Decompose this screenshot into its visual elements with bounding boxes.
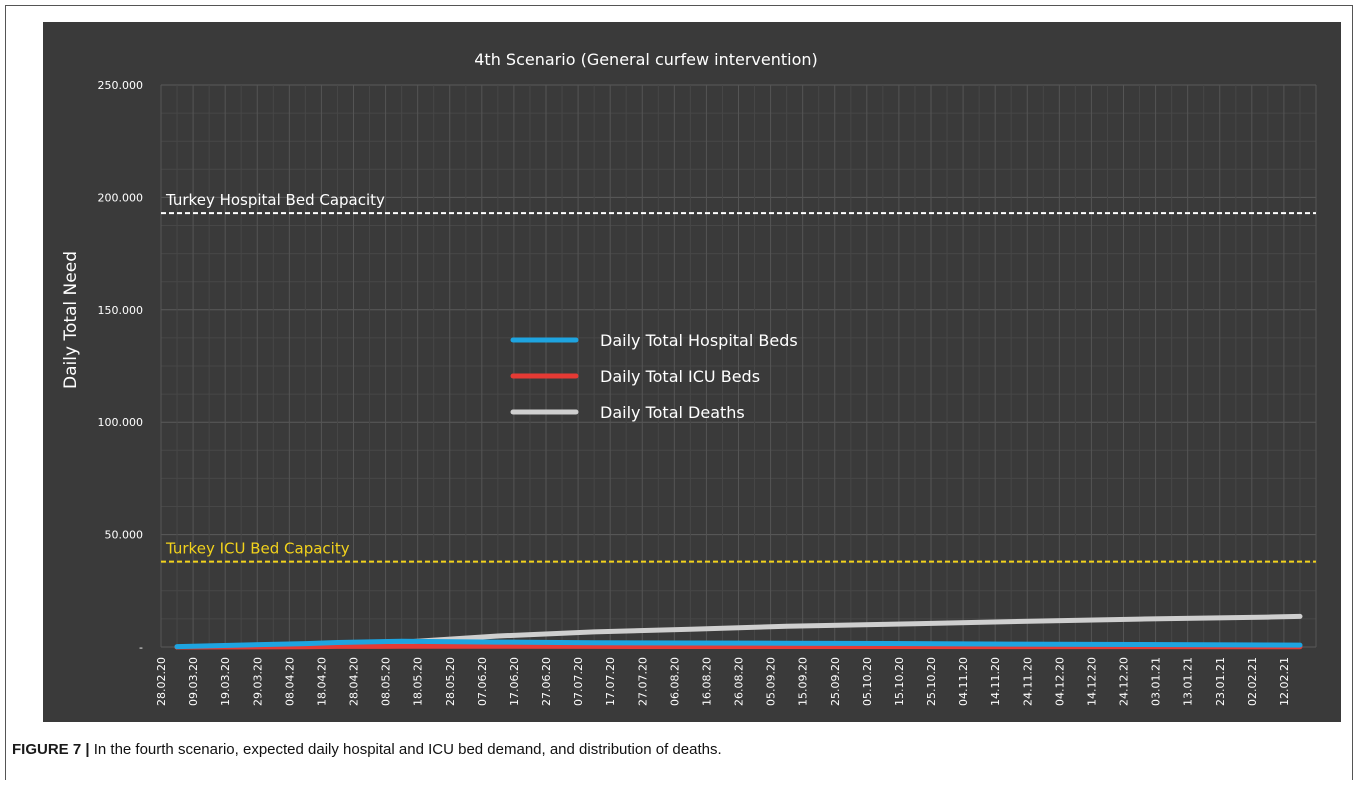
x-tick-label: 07.06.20 bbox=[476, 657, 489, 706]
x-tick-labels: 28.02.20 09.03.20 19.03.20 29.03.20 08.04.20… bbox=[155, 657, 1291, 706]
x-tick-label: 14.12.20 bbox=[1085, 657, 1098, 706]
x-tick-label: 26.08.20 bbox=[733, 657, 746, 706]
x-tick-label: 15.10.20 bbox=[893, 657, 906, 706]
y-tick-label: 250.000 bbox=[98, 79, 144, 92]
x-tick-label: 25.10.20 bbox=[925, 657, 938, 706]
y-tick-label: 50.000 bbox=[105, 529, 144, 542]
x-tick-label: 17.06.20 bbox=[508, 657, 521, 706]
x-tick-label: 27.06.20 bbox=[540, 657, 553, 706]
x-tick-label: 06.08.20 bbox=[668, 657, 681, 706]
x-tick-label: 17.07.20 bbox=[604, 657, 617, 706]
x-tick-label: 28.04.20 bbox=[348, 657, 361, 706]
x-tick-label: 13.01.21 bbox=[1182, 657, 1195, 706]
x-tick-label: 27.07.20 bbox=[636, 657, 649, 706]
x-tick-label: 12.02.21 bbox=[1278, 657, 1291, 706]
x-tick-label: 04.11.20 bbox=[957, 657, 970, 706]
x-tick-label: 24.12.20 bbox=[1118, 657, 1131, 706]
chart-panel: Turkey Hospital Bed Capacity Turkey ICU B… bbox=[43, 22, 1341, 722]
series-line-daily-total-hospital-beds bbox=[174, 638, 1303, 650]
line-chart: Turkey Hospital Bed Capacity Turkey ICU B… bbox=[61, 50, 1317, 706]
y-tick-label: 100.000 bbox=[98, 416, 144, 429]
y-tick-labels: - 50.000 100.000 150.000 200.000 250.000 bbox=[98, 79, 144, 654]
x-tick-label: 23.01.21 bbox=[1214, 657, 1227, 706]
hospital-capacity-label: Turkey Hospital Bed Capacity bbox=[165, 191, 385, 209]
x-tick-label: 08.04.20 bbox=[283, 657, 296, 706]
reference-lines: Turkey Hospital Bed Capacity Turkey ICU B… bbox=[161, 191, 1316, 563]
x-tick-label: 14.11.20 bbox=[989, 657, 1002, 706]
x-tick-label: 05.09.20 bbox=[765, 657, 778, 706]
caption-label: FIGURE 7 | bbox=[12, 741, 90, 758]
icu-capacity-label: Turkey ICU Bed Capacity bbox=[165, 540, 350, 558]
legend-label: Daily Total Deaths bbox=[600, 403, 745, 422]
x-tick-label: 04.12.20 bbox=[1053, 657, 1066, 706]
x-tick-label: 09.03.20 bbox=[187, 657, 200, 706]
caption-text: In the fourth scenario, expected daily h… bbox=[93, 741, 722, 758]
y-tick-label: 200.000 bbox=[98, 191, 144, 204]
x-tick-label: 24.11.20 bbox=[1021, 657, 1034, 706]
x-tick-label: 02.02.21 bbox=[1246, 657, 1259, 706]
chart-title: 4th Scenario (General curfew interventio… bbox=[474, 50, 818, 69]
x-tick-label: 08.05.20 bbox=[380, 657, 393, 706]
x-tick-label: 16.08.20 bbox=[700, 657, 713, 706]
x-tick-label: 18.04.20 bbox=[315, 657, 328, 706]
series-lines bbox=[174, 613, 1303, 650]
legend-label: Daily Total Hospital Beds bbox=[600, 331, 798, 350]
y-tick-label: 150.000 bbox=[98, 304, 144, 317]
x-tick-label: 07.07.20 bbox=[572, 657, 585, 706]
y-tick-label: - bbox=[139, 641, 143, 654]
x-tick-label: 05.10.20 bbox=[861, 657, 874, 706]
x-tick-label: 25.09.20 bbox=[829, 657, 842, 706]
grid bbox=[160, 84, 1317, 648]
figure-caption: FIGURE 7 | In the fourth scenario, expec… bbox=[12, 741, 1332, 758]
x-tick-label: 03.01.21 bbox=[1150, 657, 1163, 706]
x-tick-label: 19.03.20 bbox=[219, 657, 232, 706]
x-tick-label: 15.09.20 bbox=[797, 657, 810, 706]
x-tick-label: 29.03.20 bbox=[251, 657, 264, 706]
legend: Daily Total Hospital Beds Daily Total ICU… bbox=[510, 331, 798, 422]
x-tick-label: 28.05.20 bbox=[444, 657, 457, 706]
x-tick-label: 28.02.20 bbox=[155, 657, 168, 706]
legend-label: Daily Total ICU Beds bbox=[600, 367, 760, 386]
x-tick-label: 18.05.20 bbox=[412, 657, 425, 706]
y-axis-label: Daily Total Need bbox=[61, 251, 81, 389]
